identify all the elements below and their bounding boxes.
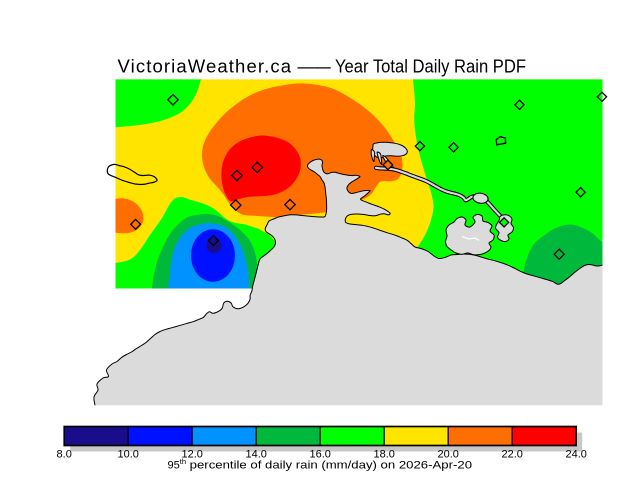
svg-text:95th percentile of daily rain: 95th percentile of daily rain (mm/day) o… (168, 457, 473, 472)
svg-text:22.0: 22.0 (501, 449, 522, 461)
svg-text:10.0: 10.0 (117, 449, 138, 461)
svg-text:24.0: 24.0 (565, 449, 586, 461)
svg-text:18.0: 18.0 (373, 449, 394, 461)
svg-text:16.0: 16.0 (309, 449, 330, 461)
svg-text:VictoriaWeather.ca: VictoriaWeather.ca (118, 56, 292, 77)
svg-text:12.0: 12.0 (181, 449, 202, 461)
svg-text:—— Year Total Daily Rain PDF: —— Year Total Daily Rain PDF (298, 56, 527, 77)
svg-text:20.0: 20.0 (437, 449, 458, 461)
svg-text:8.0: 8.0 (57, 449, 72, 461)
svg-text:14.0: 14.0 (245, 449, 266, 461)
